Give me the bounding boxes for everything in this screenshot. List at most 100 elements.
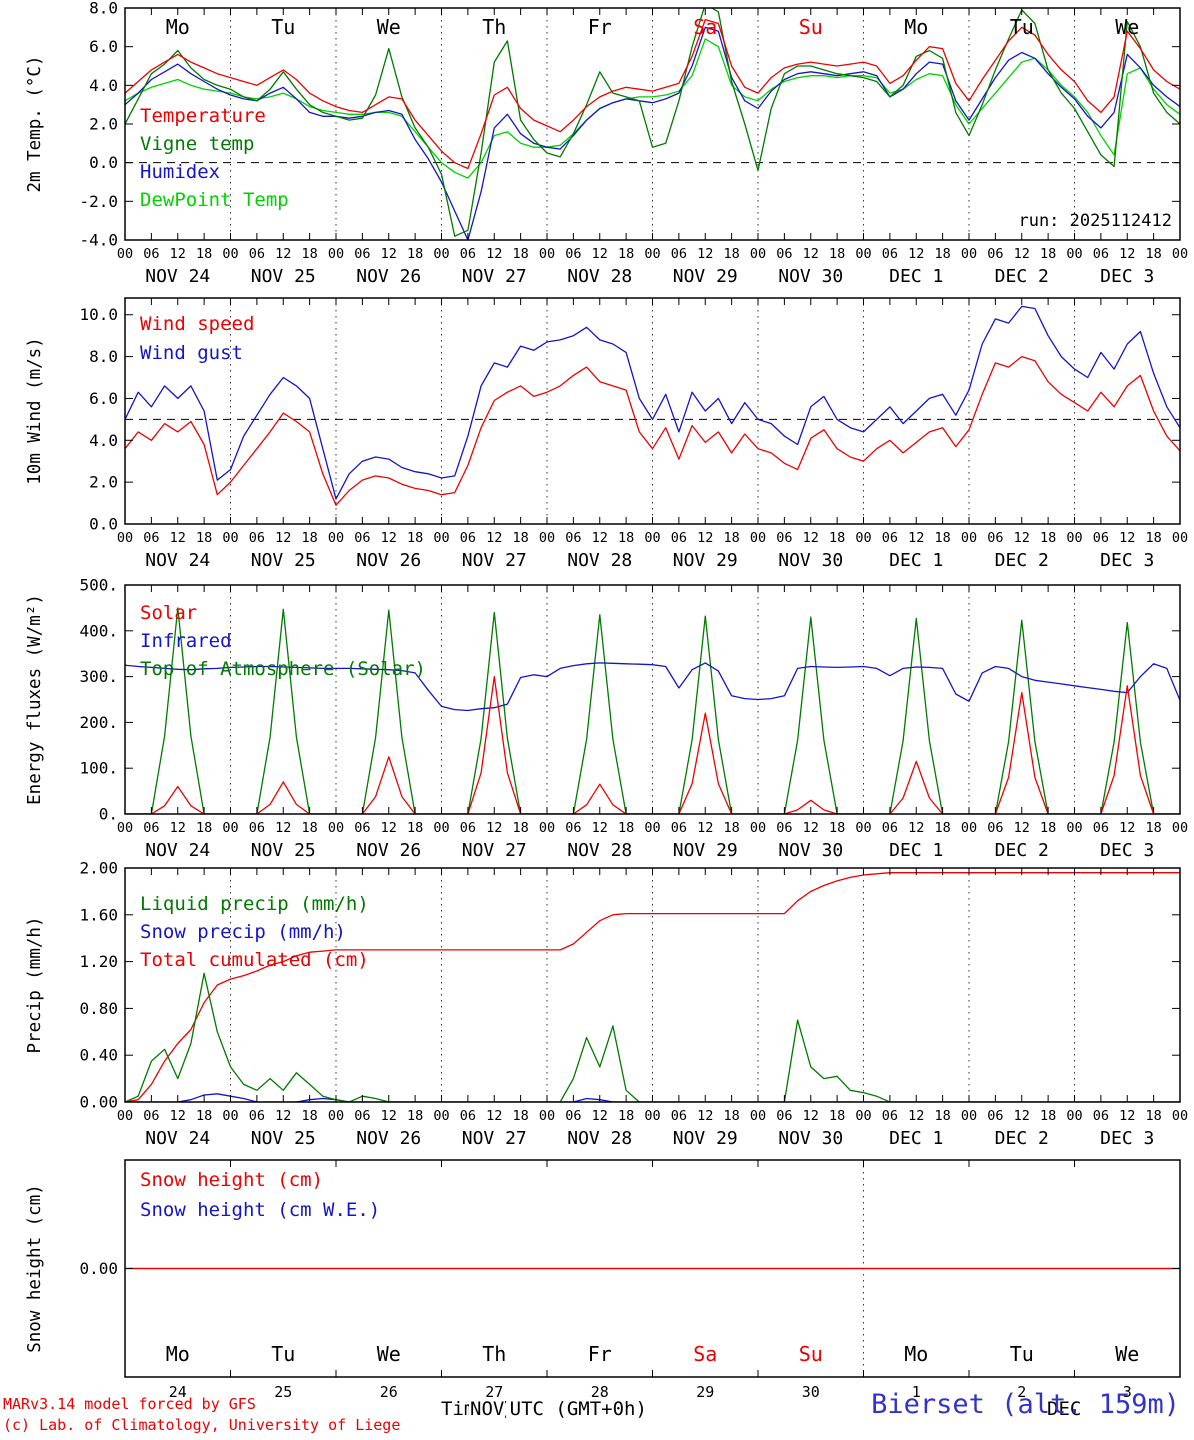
hour-label: 18 <box>196 1108 212 1124</box>
y-axis-title: 10m Wind (m/s) <box>25 337 45 485</box>
hour-label: 18 <box>829 246 845 262</box>
weekday-label: Su <box>799 1342 823 1366</box>
hour-label: 06 <box>143 1108 159 1124</box>
hour-label: 12 <box>697 246 713 262</box>
date-label: NOV 24 <box>145 550 210 571</box>
panel-precipitation: 2.00 1.60 1.20 0.80 0.40 0.00 00 06 12 18 00 06 12 18… <box>0 860 1194 1154</box>
hour-label: 00 <box>644 1108 660 1124</box>
hour-label: 12 <box>592 530 608 546</box>
hour-label: 00 <box>433 246 449 262</box>
weekday-label: Mo <box>166 15 190 39</box>
legend-label: Humidex <box>140 161 220 183</box>
hour-label: 18 <box>934 1108 950 1124</box>
date-label: DEC 3 <box>1100 550 1154 571</box>
series-total-cumulated-cm- <box>125 872 1180 1102</box>
date-label: DEC 2 <box>995 550 1049 571</box>
hour-label: 00 <box>855 246 871 262</box>
series-wind-gust <box>125 305 1180 500</box>
y-tick-label: 8.0 <box>89 0 118 18</box>
hour-label: 18 <box>512 1108 528 1124</box>
hour-label: 00 <box>855 1108 871 1124</box>
hour-label: 18 <box>829 820 845 836</box>
hour-label: 12 <box>1119 246 1135 262</box>
y-tick-label: 6.0 <box>89 37 118 56</box>
series-temperature <box>125 18 1180 170</box>
hour-label: 06 <box>460 246 476 262</box>
panel-snow-height: 0.00 24 25 26 27 28 29 30 1 2 3 Mo Tu We Th Fr Sa Su Mo Tu W… <box>0 1152 1194 1405</box>
legend-label: Snow height (cm W.E.) <box>140 1199 380 1221</box>
date-label: NOV 28 <box>567 550 632 571</box>
date-label: NOV 30 <box>778 1128 843 1149</box>
weekday-label: We <box>1115 15 1139 39</box>
legend-label: DewPoint Temp <box>140 189 289 211</box>
hour-label: 18 <box>407 1108 423 1124</box>
hour-label: 12 <box>697 1108 713 1124</box>
weekday-label: Mo <box>904 1342 928 1366</box>
hour-label: 18 <box>407 530 423 546</box>
hour-label: 12 <box>908 1108 924 1124</box>
hour-label: 00 <box>961 820 977 836</box>
date-label: NOV 28 <box>567 1128 632 1149</box>
hour-label: 00 <box>328 246 344 262</box>
hour-label: 12 <box>275 820 291 836</box>
hour-label: 00 <box>433 1108 449 1124</box>
hour-label: 12 <box>803 1108 819 1124</box>
hour-label: 18 <box>1040 820 1056 836</box>
y-tick-label: 1.20 <box>79 952 118 971</box>
hour-label: 18 <box>618 1108 634 1124</box>
weekday-label: Th <box>482 15 506 39</box>
hour-label: 00 <box>222 530 238 546</box>
month-label-nov: NOV <box>469 1398 506 1420</box>
hour-label: 12 <box>803 820 819 836</box>
y-tick-label: 100. <box>79 759 118 778</box>
hour-label: 12 <box>486 246 502 262</box>
y-tick-label: 300. <box>79 667 118 686</box>
hour-label: 18 <box>196 530 212 546</box>
temperature-chart: 8.06.04.02.00.0-2.0-4.000 06 12 18 00 06 12 18 0… <box>25 0 1188 287</box>
hour-label: 06 <box>143 530 159 546</box>
date-label: NOV 27 <box>462 266 527 287</box>
day-number-label: 24 <box>169 1383 187 1401</box>
hour-label: 06 <box>565 530 581 546</box>
series-liquid-precip-mm-h- <box>125 972 1180 1102</box>
hour-label: 06 <box>1093 246 1109 262</box>
hour-label: 00 <box>433 820 449 836</box>
hour-label: 12 <box>908 246 924 262</box>
weekday-label: Tu <box>271 15 295 39</box>
hour-label: 06 <box>354 530 370 546</box>
hour-label: 18 <box>1145 246 1161 262</box>
y-tick-label: 0.0 <box>89 515 118 534</box>
hour-label: 18 <box>934 530 950 546</box>
weekday-label: Sa <box>693 15 717 39</box>
weekday-label: Tu <box>1010 15 1034 39</box>
hour-label: 06 <box>671 820 687 836</box>
hour-label: 06 <box>882 820 898 836</box>
hour-label: 00 <box>750 246 766 262</box>
hour-label: 12 <box>908 530 924 546</box>
hour-label: 12 <box>1119 820 1135 836</box>
hour-label: 06 <box>987 820 1003 836</box>
hour-label: 18 <box>1040 246 1056 262</box>
legend-label: Liquid precip (mm/h) <box>140 893 369 915</box>
hour-label: 00 <box>328 820 344 836</box>
date-label: DEC 2 <box>995 266 1049 287</box>
y-tick-label: 2.0 <box>89 473 118 492</box>
hour-label: 06 <box>460 530 476 546</box>
hour-label: 18 <box>407 246 423 262</box>
date-label: NOV 27 <box>462 550 527 571</box>
hour-label: 06 <box>143 246 159 262</box>
hour-label: 06 <box>354 1108 370 1124</box>
y-tick-label: 0.0 <box>89 153 118 172</box>
hour-label: 18 <box>512 820 528 836</box>
hour-label: 06 <box>776 1108 792 1124</box>
y-axis-title: Energy fluxes (W/m²) <box>25 594 45 805</box>
hour-label: 18 <box>512 530 528 546</box>
y-axis-title: Precip (mm/h) <box>25 917 45 1054</box>
y-tick-label: 400. <box>79 621 118 640</box>
hour-label: 12 <box>486 1108 502 1124</box>
hour-label: 06 <box>882 1108 898 1124</box>
hour-label: 12 <box>1014 820 1030 836</box>
legend-label: Wind speed <box>140 313 254 335</box>
day-number-label: 1 <box>912 1383 921 1401</box>
